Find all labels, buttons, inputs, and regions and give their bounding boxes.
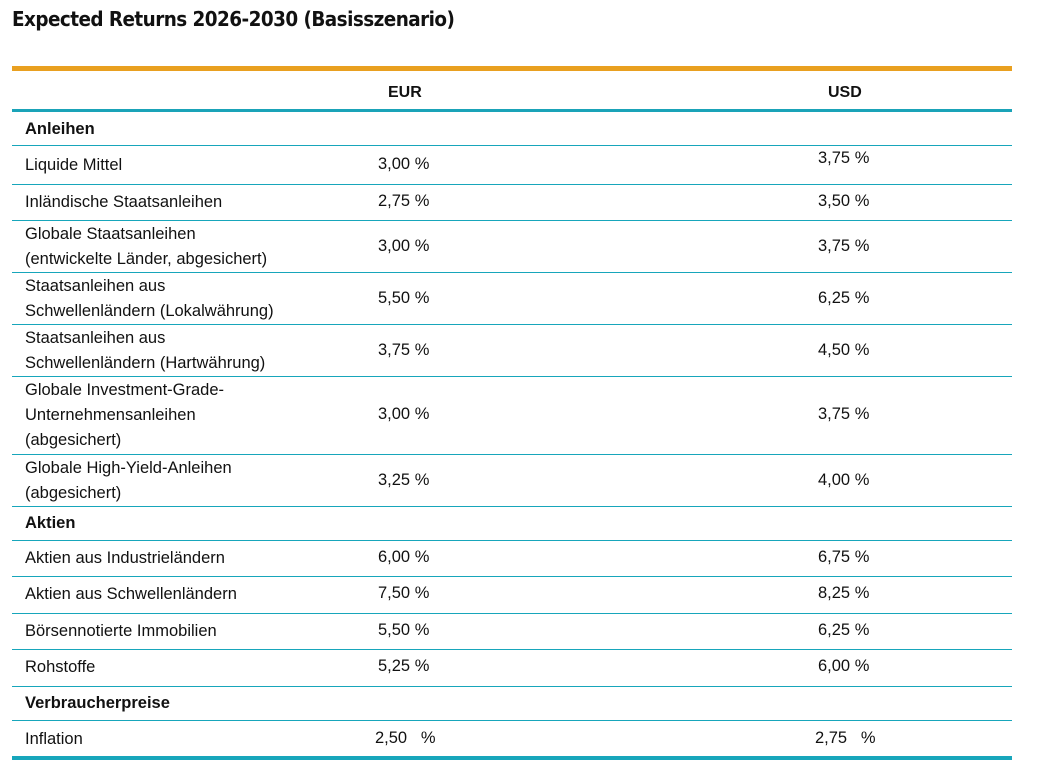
eur-value: 5,25 % (378, 657, 430, 675)
row-label: Globale High-Yield-Anleihen (abgesichert… (25, 459, 232, 502)
eur-value: 3,00 % (378, 405, 430, 423)
row-label: Rohstoffe (25, 658, 96, 676)
eur-value: 3,00 % (378, 155, 430, 173)
eur-value: 3,25 % (378, 471, 430, 489)
usd-value: 2,75 % (815, 729, 876, 747)
usd-value: 3,75 % (818, 405, 870, 423)
eur-value: 6,00 % (378, 548, 430, 566)
bottom-rule (12, 756, 1012, 760)
table-header: EUR USD (12, 71, 1012, 112)
section-label: Aktien (25, 514, 76, 532)
table-row: Aktien aus Industrieländern 6,00 % 6,75 … (12, 541, 1012, 577)
table-row: Globale Staatsanleihen (entwickelte Länd… (12, 221, 1012, 273)
eur-value: 5,50 % (378, 289, 430, 307)
usd-value: 6,25 % (818, 621, 870, 639)
eur-value: 7,50 % (378, 584, 430, 602)
table-row: Staatsanleihen aus Schwellenländern (Har… (12, 325, 1012, 377)
row-label: Aktien aus Schwellenländern (25, 585, 237, 603)
section-row-aktien: Aktien (12, 507, 1012, 541)
usd-value: 3,50 % (818, 192, 870, 210)
eur-value: 2,75 % (378, 192, 430, 210)
usd-value: 4,00 % (818, 471, 870, 489)
column-header-usd: USD (828, 84, 862, 101)
column-header-eur: EUR (388, 84, 422, 101)
table-row: Rohstoffe 5,25 % 6,00 % (12, 650, 1012, 687)
row-label: Börsennotierte Immobilien (25, 622, 217, 640)
usd-value: 8,25 % (818, 584, 870, 602)
section-label: Anleihen (25, 120, 95, 138)
page-title: Expected Returns 2026-2030 (Basisszenari… (12, 7, 455, 31)
table-row: Globale High-Yield-Anleihen (abgesichert… (12, 455, 1012, 507)
returns-table: EUR USD Anleihen Liquide Mittel 3,00 % 3… (12, 66, 1012, 760)
table-row: Aktien aus Schwellenländern 7,50 % 8,25 … (12, 577, 1012, 614)
eur-value: 5,50 % (378, 621, 430, 639)
table-row: Liquide Mittel 3,00 % 3,75 % (12, 146, 1012, 185)
table-row: Globale Investment-Grade- Unternehmensan… (12, 377, 1012, 455)
row-label: Inflation (25, 730, 83, 748)
usd-value: 6,25 % (818, 289, 870, 307)
row-label: Globale Investment-Grade- Unternehmensan… (25, 381, 225, 449)
row-label: Liquide Mittel (25, 156, 123, 174)
row-label: Inländische Staatsanleihen (25, 193, 223, 211)
eur-value: 2,50 % (375, 729, 436, 747)
usd-value: 6,00 % (818, 657, 870, 675)
eur-value: 3,00 % (378, 237, 430, 255)
section-row-anleihen: Anleihen (12, 112, 1012, 146)
usd-value: 3,75 % (818, 149, 870, 167)
table-row: Inflation 2,50 % 2,75 % (12, 721, 1012, 756)
row-label: Staatsanleihen aus Schwellenländern (Lok… (25, 277, 274, 320)
eur-value: 3,75 % (378, 341, 430, 359)
table-row: Börsennotierte Immobilien 5,50 % 6,25 % (12, 614, 1012, 650)
usd-value: 6,75 % (818, 548, 870, 566)
top-rule (12, 66, 1012, 71)
section-label: Verbraucherpreise (25, 694, 170, 712)
usd-value: 3,75 % (818, 237, 870, 255)
row-label: Staatsanleihen aus Schwellenländern (Har… (25, 329, 266, 372)
row-label: Aktien aus Industrieländern (25, 549, 225, 567)
table-row: Staatsanleihen aus Schwellenländern (Lok… (12, 273, 1012, 325)
table-row: Inländische Staatsanleihen 2,75 % 3,50 % (12, 185, 1012, 221)
section-row-verbraucherpreise: Verbraucherpreise (12, 687, 1012, 721)
usd-value: 4,50 % (818, 341, 870, 359)
row-label: Globale Staatsanleihen (entwickelte Länd… (25, 225, 268, 268)
